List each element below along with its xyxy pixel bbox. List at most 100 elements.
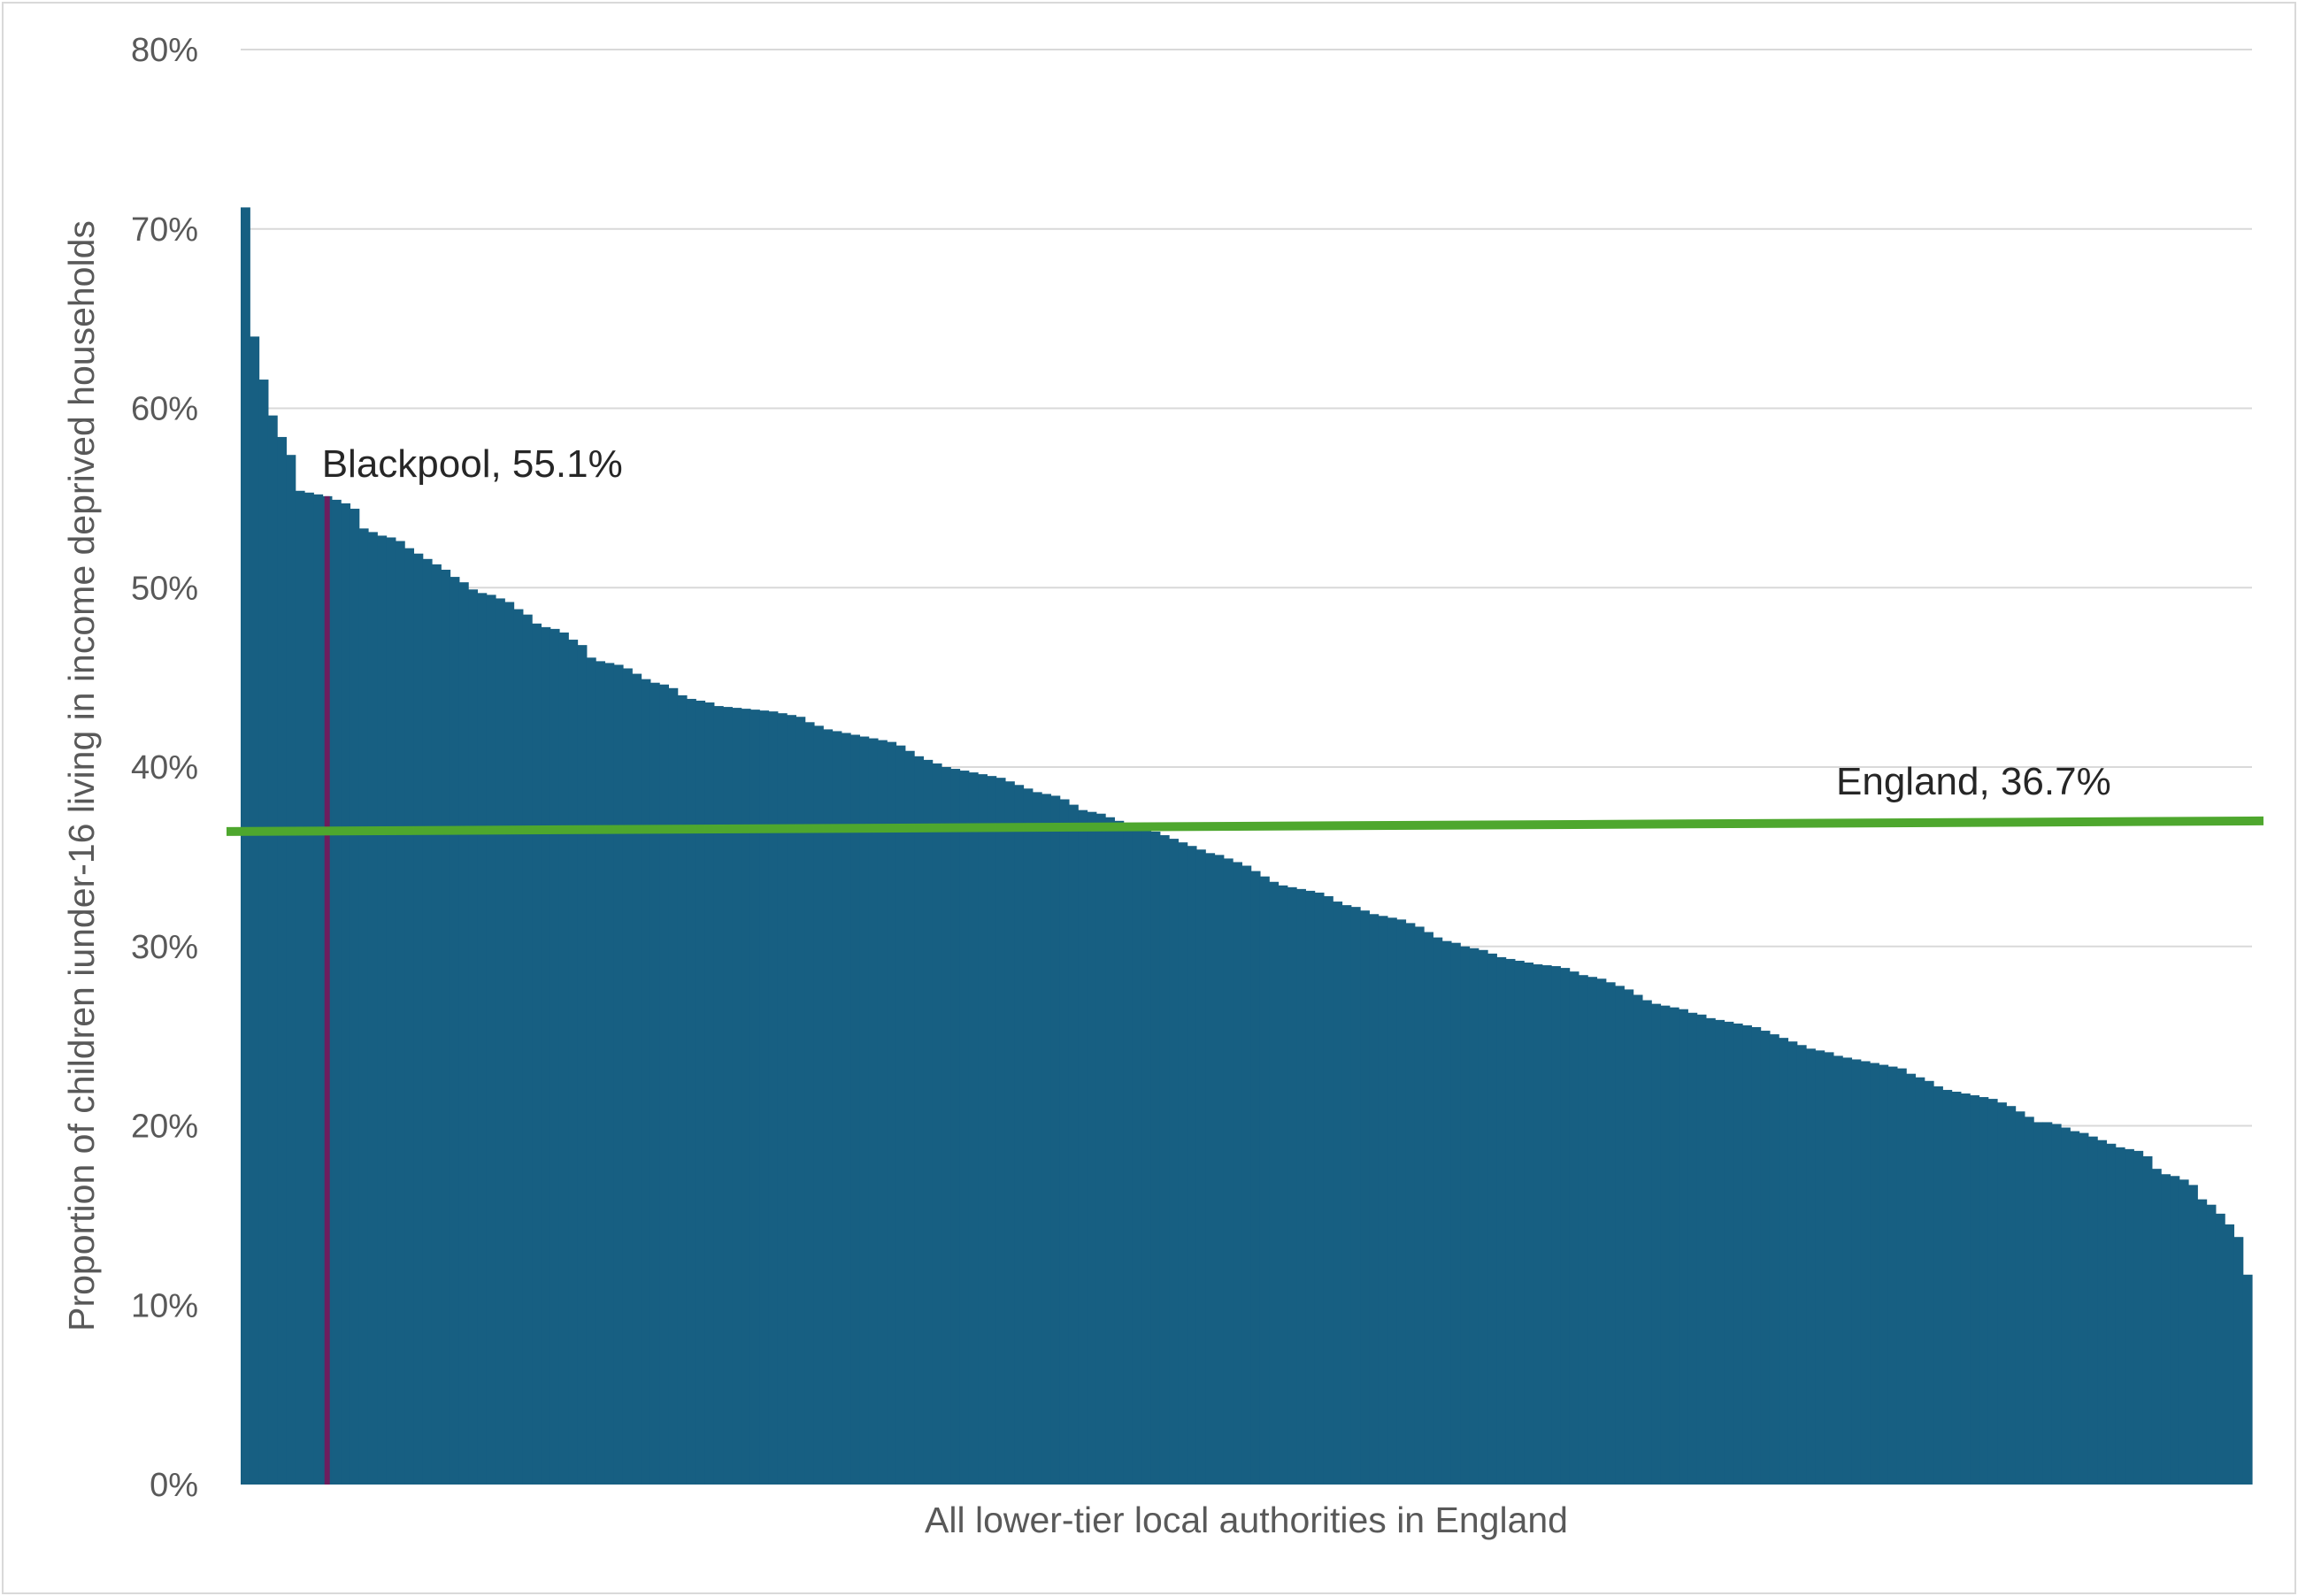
bar (868, 738, 879, 1485)
bar (1195, 849, 1206, 1485)
bar (1305, 890, 1316, 1485)
bar (1169, 839, 1179, 1485)
bar (267, 415, 278, 1485)
bar (1178, 842, 1188, 1485)
bar (877, 740, 888, 1485)
bar (978, 774, 988, 1485)
bar (458, 582, 469, 1485)
bar (1132, 825, 1142, 1485)
bar-chart: 0% 10% 20% 30% 40% 50% 60% 70% 80% Blackpool, 55… (61, 32, 2264, 1540)
bar (1887, 1066, 1898, 1485)
bar (959, 771, 970, 1485)
bar (622, 668, 633, 1485)
bar (787, 715, 796, 1485)
bar (1970, 1095, 1980, 1485)
bar (641, 679, 651, 1485)
bar (668, 687, 679, 1485)
bar (241, 207, 250, 1485)
bar (887, 741, 897, 1485)
bar (1924, 1080, 1934, 1485)
y-tick-label: 80% (131, 32, 198, 69)
bar (1378, 916, 1388, 1485)
bar (632, 673, 642, 1485)
bar (804, 722, 815, 1485)
bar (987, 776, 997, 1485)
bar (841, 733, 851, 1485)
bar (1505, 958, 1516, 1485)
bar (1687, 1012, 1698, 1485)
bar (850, 734, 860, 1485)
bar (1533, 964, 1543, 1485)
bar (2225, 1224, 2235, 1485)
bar (1478, 949, 1488, 1485)
bar (477, 593, 488, 1485)
bar (1487, 953, 1497, 1485)
bar (1123, 824, 1134, 1485)
bar (1396, 919, 1407, 1485)
bar (1087, 811, 1097, 1485)
bar (1524, 963, 1534, 1485)
bar (550, 628, 560, 1485)
bar (450, 577, 460, 1485)
bar (2033, 1122, 2044, 1485)
bar (1787, 1041, 1798, 1485)
bar (1314, 892, 1325, 1485)
bar (1360, 910, 1370, 1485)
y-tick-label: 60% (131, 391, 198, 428)
bar (404, 548, 415, 1485)
bar (995, 778, 1006, 1485)
bar (1259, 876, 1270, 1485)
bar (1705, 1017, 1716, 1485)
y-tick-label: 70% (131, 211, 198, 249)
bar (2087, 1136, 2098, 1485)
bar (741, 709, 751, 1485)
y-tick-label: 10% (131, 1287, 198, 1324)
bar (1906, 1073, 1917, 1485)
bar (1605, 982, 1616, 1485)
bar (1214, 855, 1225, 1485)
bar (649, 682, 660, 1485)
bar (723, 707, 733, 1485)
bar (1023, 788, 1034, 1485)
bar (1187, 846, 1197, 1485)
bar (367, 532, 378, 1485)
y-tick-label: 50% (131, 570, 198, 607)
bar (277, 436, 288, 1485)
bar (1541, 965, 1552, 1485)
bar (1870, 1063, 1879, 1485)
bar (1405, 923, 1416, 1485)
bar (613, 664, 624, 1485)
bar (513, 609, 524, 1485)
bar (1496, 956, 1507, 1485)
bar (859, 736, 870, 1485)
bar (904, 750, 915, 1485)
bar (1724, 1021, 1734, 1485)
bar (1105, 817, 1115, 1485)
bar (1987, 1099, 1998, 1485)
bar (2206, 1204, 2217, 1485)
bar (1078, 810, 1088, 1485)
bar (1960, 1093, 1971, 1485)
bar (568, 640, 579, 1485)
bar (1860, 1061, 1871, 1485)
bar (1014, 785, 1025, 1485)
bar (2215, 1213, 2225, 1485)
bar (1269, 881, 1280, 1485)
bar (431, 564, 442, 1485)
bar (968, 772, 979, 1485)
bar (1733, 1023, 1743, 1485)
blackpool-label: Blackpool, 55.1% (322, 442, 623, 486)
bar (1696, 1014, 1707, 1485)
y-tick-label: 30% (131, 929, 198, 966)
bar (2097, 1139, 2108, 1485)
bar (313, 494, 324, 1485)
bar (1205, 853, 1216, 1485)
bar (1669, 1007, 1679, 1485)
bar (377, 535, 388, 1485)
bar (1433, 937, 1443, 1485)
bar (1450, 942, 1461, 1485)
bar (1842, 1057, 1853, 1485)
bar (1095, 813, 1106, 1485)
bar (1514, 960, 1525, 1485)
